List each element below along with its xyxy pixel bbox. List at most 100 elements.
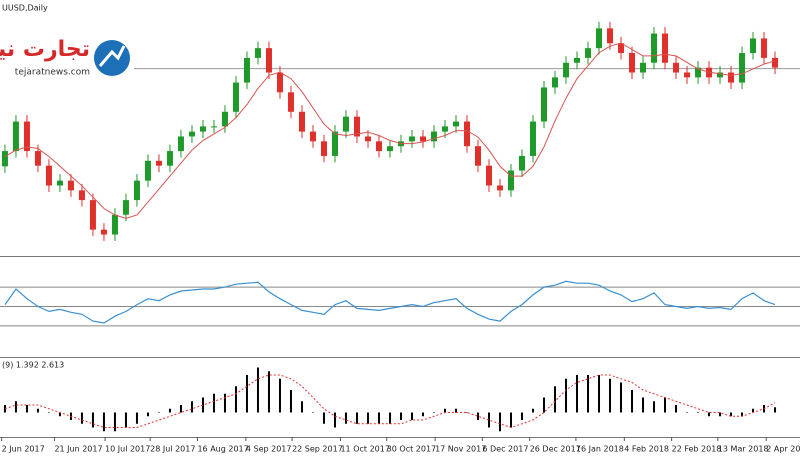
histogram-bar: [124, 412, 127, 428]
histogram-bar: [752, 408, 755, 413]
x-tick-label: 21 Jun 2017: [54, 445, 102, 454]
x-tick-label: 30 Oct 2017: [387, 445, 436, 454]
candle-body: [563, 62, 570, 78]
candle-body: [221, 111, 228, 127]
candle-body: [89, 200, 96, 230]
candle-body: [508, 170, 515, 191]
candle-body: [695, 67, 702, 78]
candle-body: [309, 131, 316, 142]
candle-body: [232, 82, 239, 112]
logo-swoosh: [98, 45, 126, 67]
candle-body: [441, 126, 448, 132]
candle-body: [276, 72, 283, 93]
histogram-bar: [421, 412, 424, 417]
candle-body: [265, 48, 272, 73]
candle-body: [552, 77, 559, 88]
x-tick-label: 11 Oct 2017: [340, 445, 389, 454]
histogram-bar: [399, 412, 402, 420]
histogram-bar: [598, 375, 601, 413]
histogram-bar: [664, 397, 667, 413]
candle-body: [375, 141, 382, 152]
histogram-bar: [554, 386, 557, 413]
candle-body: [585, 48, 592, 58]
candle-body: [254, 48, 261, 58]
histogram-bar: [146, 412, 149, 417]
histogram-bar: [289, 390, 292, 413]
x-tick-label: 4 Feb 2018: [624, 445, 669, 454]
candle-body: [166, 151, 173, 166]
x-tick-label: 4 Sep 2017: [246, 445, 292, 454]
histogram-bar: [708, 412, 711, 417]
candle-body: [155, 160, 162, 166]
histogram-bar: [168, 408, 171, 413]
candle-body: [419, 136, 426, 142]
histogram-bar: [333, 412, 336, 428]
histogram-bar: [135, 412, 138, 424]
candle-body: [177, 136, 184, 152]
x-tick-label: 22 Sep 2017: [292, 445, 343, 454]
candle-body: [23, 121, 30, 152]
histogram-bar: [311, 412, 314, 413]
histogram-bar: [300, 401, 303, 413]
histogram-bar: [322, 412, 325, 424]
histogram-bar: [697, 412, 700, 413]
histogram-bar: [454, 408, 457, 413]
logo-url: tejaratnews.com: [15, 68, 90, 78]
candle-body: [673, 62, 680, 73]
x-tick-label: 10 Jul 2017: [105, 445, 150, 454]
histogram-bar: [36, 408, 39, 413]
candle-body: [287, 92, 294, 112]
histogram-bar: [642, 397, 645, 413]
candle-body: [34, 151, 41, 166]
histogram-bar: [212, 393, 215, 413]
histogram-bar: [510, 412, 513, 428]
candle-body: [353, 116, 360, 137]
chart-title: UUSD,Daily: [2, 4, 48, 13]
candle-body: [607, 28, 614, 44]
candle-body: [331, 131, 338, 156]
candle-body: [45, 165, 52, 186]
histogram-bar: [91, 412, 94, 428]
candle-body: [750, 38, 757, 54]
histogram-bar: [3, 405, 6, 413]
histogram-bar: [25, 405, 28, 413]
candle-body: [662, 33, 669, 63]
histogram-bar: [620, 382, 623, 413]
histogram-bar: [576, 375, 579, 413]
histogram-bar: [521, 412, 524, 420]
histogram-bar: [410, 412, 413, 420]
candle-body: [408, 136, 415, 142]
candle-body: [530, 121, 537, 156]
histogram-bar: [201, 397, 204, 413]
candle-body: [298, 111, 305, 132]
histogram-bar: [388, 412, 391, 424]
histogram-bar: [113, 412, 116, 432]
histogram-bar: [58, 412, 61, 417]
candle-body: [596, 28, 603, 49]
histogram-bar: [234, 386, 237, 413]
x-tick-label: 16 Jan 2018: [576, 445, 624, 454]
candle-body: [122, 200, 129, 215]
candle-body: [463, 121, 470, 147]
histogram-bar: [609, 378, 612, 413]
histogram-bar: [179, 405, 182, 413]
candle-body: [452, 121, 459, 127]
histogram-bar: [686, 412, 689, 413]
candle-body: [497, 185, 503, 191]
histogram-bar: [565, 378, 568, 413]
rsi-line: [4, 280, 776, 324]
logo-name: تجارت نیوز: [0, 37, 90, 62]
candle-body: [640, 62, 647, 73]
candle-body: [618, 43, 625, 54]
candle-body: [717, 72, 724, 78]
candle-body: [320, 141, 327, 156]
x-tick-label: 2 Jun 2017: [2, 445, 45, 454]
histogram-bar: [543, 397, 546, 413]
histogram-bar: [256, 367, 259, 413]
histogram-bar: [587, 375, 590, 413]
histogram-bar: [47, 412, 50, 413]
x-tick-label: 6 Dec 2017: [482, 445, 528, 454]
x-tick-label: 13 Mar 2018: [718, 445, 769, 454]
candle-body: [133, 180, 140, 201]
candle-body: [78, 190, 85, 201]
